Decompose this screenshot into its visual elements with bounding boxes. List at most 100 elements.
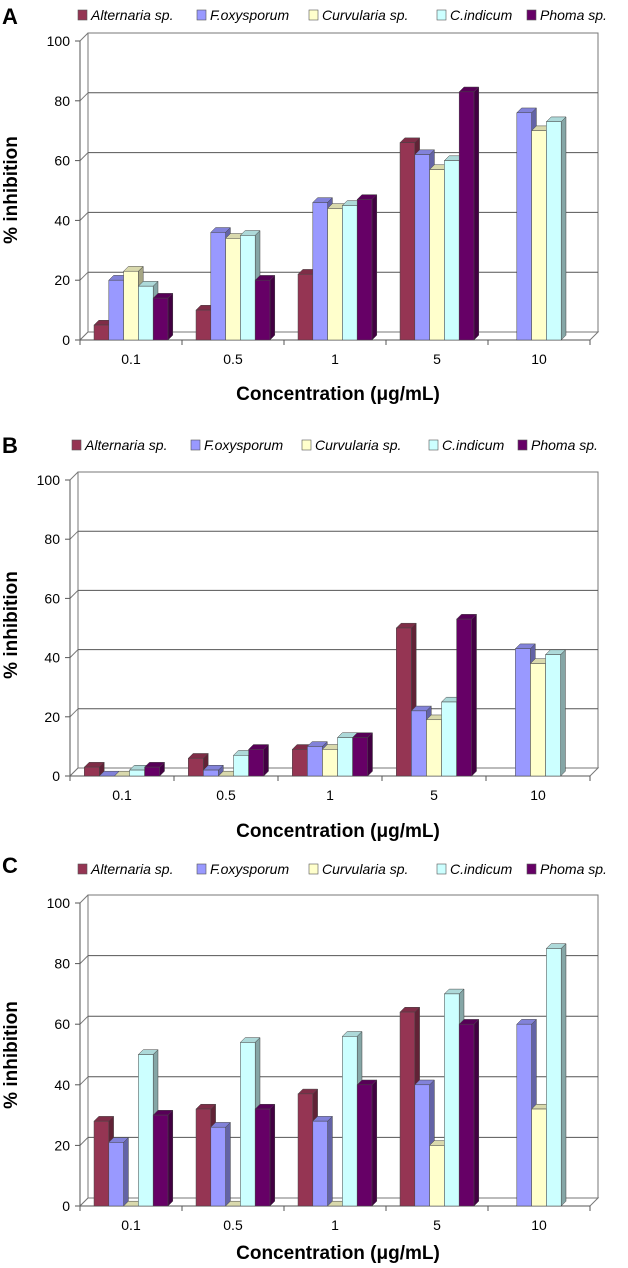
y-tick-label: 60 — [44, 590, 60, 606]
legend-swatch — [196, 9, 207, 21]
bar — [458, 1018, 480, 1207]
legend-swatch — [196, 863, 207, 875]
legend-item: F.oxysporum — [190, 437, 283, 453]
x-tick-label: 5 — [433, 351, 441, 367]
side-wall-line — [79, 92, 89, 102]
bar — [254, 274, 276, 341]
legend-item: Alternaria sp. — [77, 861, 173, 877]
plot-area: 0 20 40 60 80 100 0.1 0.5 1 5 10 — [47, 32, 600, 367]
y-tick-label: 80 — [44, 531, 60, 547]
legend-swatch — [77, 9, 88, 21]
legend-item: C.indicum — [436, 861, 513, 877]
bar — [545, 116, 567, 341]
panel-letter: B — [2, 433, 18, 458]
legend-item: Phoma sp. — [526, 7, 607, 23]
bar — [545, 943, 567, 1207]
chart-panel-b: B Alternaria sp. F.oxysporum Curvularia sp… — [1, 433, 600, 842]
bar — [210, 1121, 232, 1207]
legend-label: Phoma sp. — [540, 7, 607, 23]
panel-letter: A — [2, 4, 18, 29]
legend-swatch — [526, 9, 537, 21]
y-tick-label: 20 — [44, 709, 60, 725]
legend-label: Alternaria sp. — [90, 861, 173, 877]
side-wall-line — [79, 1137, 89, 1146]
y-tick-label: 80 — [54, 956, 70, 972]
legend-label: Alternaria sp. — [84, 437, 167, 453]
legend-item: Curvularia sp. — [308, 861, 408, 877]
legend-label: F.oxysporum — [210, 7, 289, 23]
legend-swatch — [77, 863, 88, 875]
legend-label: Phoma sp. — [531, 437, 598, 453]
bar — [544, 649, 567, 777]
legend: Alternaria sp. F.oxysporum Curvularia sp. C… — [77, 7, 607, 23]
side-wall-line — [79, 894, 89, 904]
legend-swatch — [308, 863, 319, 875]
y-tick-label: 100 — [47, 33, 71, 49]
x-tick-label: 0.1 — [112, 787, 132, 803]
bar — [152, 292, 174, 341]
back-wall — [77, 471, 599, 769]
legend-label: Phoma sp. — [540, 861, 607, 877]
legend-item: F.oxysporum — [196, 7, 289, 23]
bar — [254, 1103, 276, 1207]
side-wall-line — [79, 32, 89, 42]
legend-label: C.indicum — [450, 7, 513, 23]
bar — [108, 1136, 130, 1207]
y-tick-label: 100 — [37, 472, 61, 488]
legend-swatch — [190, 439, 201, 451]
legend-label: C.indicum — [442, 437, 505, 453]
legend-item: Phoma sp. — [517, 437, 598, 453]
y-tick-label: 80 — [54, 93, 70, 109]
plot-area: 0 20 40 60 80 100 0.1 0.5 1 5 10 — [47, 894, 600, 1233]
y-tick-label: 0 — [52, 768, 60, 784]
bar — [458, 86, 480, 341]
x-tick-label: 0.1 — [121, 351, 141, 367]
legend-item: Phoma sp. — [526, 861, 607, 877]
side-wall-line — [69, 471, 79, 481]
legend-swatch — [517, 439, 528, 451]
x-tick-label: 0.5 — [223, 1217, 243, 1233]
x-tick-label: 1 — [331, 351, 339, 367]
bar — [356, 194, 378, 341]
x-tick-label: 5 — [433, 1217, 441, 1233]
legend-swatch — [526, 863, 537, 875]
legend-item: Alternaria sp. — [77, 7, 173, 23]
x-tick-label: 5 — [430, 787, 438, 803]
x-tick-label: 1 — [326, 787, 334, 803]
legend-swatch — [308, 9, 319, 21]
bar — [356, 1079, 378, 1207]
y-tick-label: 20 — [54, 1137, 70, 1153]
y-tick-label: 60 — [54, 1016, 70, 1032]
legend-label: F.oxysporum — [204, 437, 283, 453]
side-wall-line — [69, 590, 79, 599]
y-tick-label: 60 — [54, 153, 70, 169]
x-tick-label: 0.5 — [216, 787, 236, 803]
legend-label: F.oxysporum — [210, 861, 289, 877]
legend-swatch — [71, 439, 82, 451]
x-tick-label: 0.5 — [223, 351, 243, 367]
side-wall-line — [79, 212, 89, 221]
legend-item: C.indicum — [428, 437, 505, 453]
legend-item: Curvularia sp. — [301, 437, 401, 453]
legend-item: Curvularia sp. — [308, 7, 408, 23]
chart-panel-a: A Alternaria sp. F.oxysporum Curvularia sp… — [1, 4, 607, 405]
y-tick-label: 40 — [44, 650, 60, 666]
bar — [152, 1109, 174, 1207]
y-axis-label: % inhibition — [1, 571, 22, 679]
y-tick-label: 40 — [54, 212, 70, 228]
legend-label: Alternaria sp. — [90, 7, 173, 23]
y-axis-label: % inhibition — [1, 136, 22, 244]
legend: Alternaria sp. F.oxysporum Curvularia sp. C… — [77, 861, 607, 877]
side-wall-line — [79, 1076, 89, 1086]
legend-item: C.indicum — [436, 7, 513, 23]
plot-area: 0 20 40 60 80 100 0.1 0.5 1 5 10 — [37, 471, 600, 803]
side-wall-line — [79, 1015, 89, 1025]
x-axis-label: Concentration (μg/mL) — [236, 384, 440, 405]
legend-swatch — [436, 863, 447, 875]
legend-item: Alternaria sp. — [71, 437, 167, 453]
side-wall-line — [79, 152, 89, 161]
side-wall-line — [79, 955, 89, 964]
legend-swatch — [301, 439, 312, 451]
legend-label: C.indicum — [450, 861, 513, 877]
